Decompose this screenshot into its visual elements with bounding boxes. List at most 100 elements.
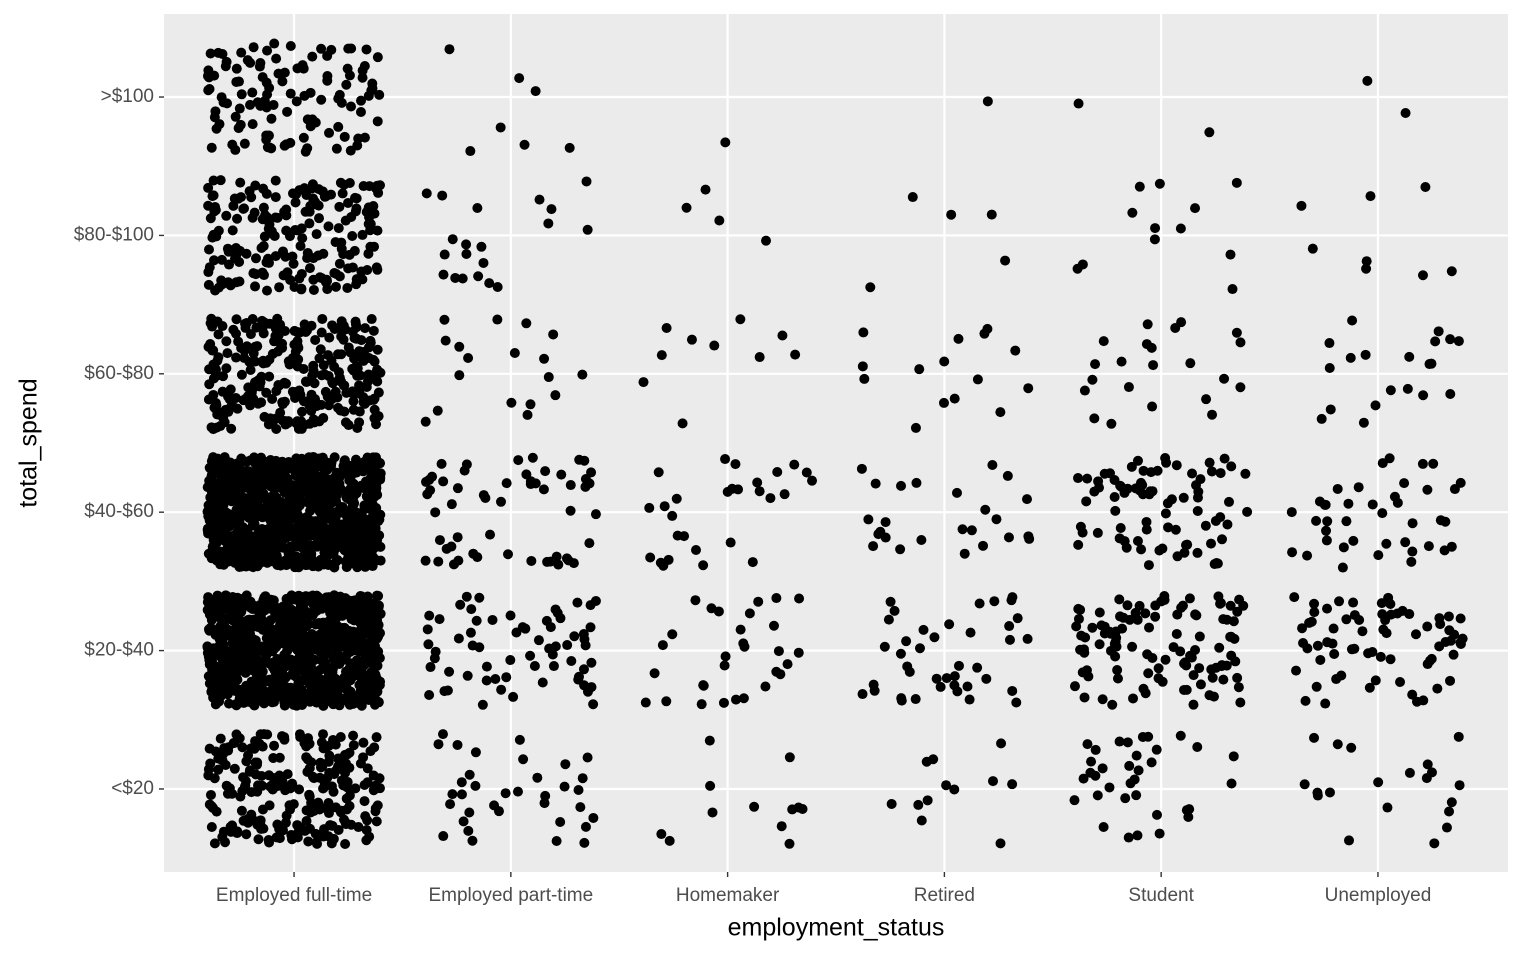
point <box>532 772 543 783</box>
point <box>220 759 231 770</box>
point <box>525 650 536 661</box>
point <box>208 389 219 400</box>
cell-points <box>644 454 818 571</box>
point <box>215 612 226 623</box>
point <box>222 243 233 254</box>
point <box>1407 546 1418 557</box>
point <box>282 473 293 484</box>
point <box>550 604 561 615</box>
point <box>526 555 537 566</box>
point <box>1122 483 1133 494</box>
point <box>343 197 354 208</box>
point <box>586 467 597 478</box>
point <box>343 513 354 524</box>
point <box>209 112 220 123</box>
point <box>540 466 551 477</box>
point <box>231 243 242 254</box>
point <box>242 814 253 825</box>
point <box>216 275 227 286</box>
point <box>1327 638 1338 649</box>
point <box>270 175 281 186</box>
point <box>422 624 433 635</box>
point <box>278 652 289 663</box>
point <box>271 424 282 435</box>
point <box>1455 613 1466 624</box>
point <box>720 651 731 662</box>
point <box>972 662 983 673</box>
point <box>317 313 328 324</box>
point <box>1320 499 1331 510</box>
point <box>301 816 312 827</box>
point <box>1090 359 1101 370</box>
point <box>1129 774 1140 785</box>
point <box>308 193 319 204</box>
point <box>356 335 367 346</box>
point <box>323 831 334 842</box>
point <box>239 622 250 633</box>
point <box>241 465 252 476</box>
point <box>1420 181 1431 192</box>
point <box>308 284 319 295</box>
point <box>337 641 348 652</box>
point <box>1375 651 1386 662</box>
point <box>335 177 346 188</box>
point <box>256 524 267 535</box>
cell-points <box>1316 315 1464 428</box>
point <box>347 486 358 497</box>
point <box>308 360 319 371</box>
point <box>1081 665 1092 676</box>
point <box>355 618 366 629</box>
point <box>329 472 340 483</box>
point <box>371 419 382 430</box>
point <box>352 697 363 708</box>
point <box>1385 654 1396 665</box>
point <box>322 284 333 295</box>
point <box>316 94 327 105</box>
point <box>1201 394 1212 405</box>
point <box>298 363 309 374</box>
cell-points <box>1362 75 1411 119</box>
point <box>368 517 379 528</box>
point <box>914 643 925 654</box>
point <box>263 603 274 614</box>
point <box>1446 797 1457 808</box>
point <box>952 686 963 697</box>
point <box>222 98 233 109</box>
point <box>226 423 237 434</box>
point <box>250 253 261 264</box>
point <box>262 534 273 545</box>
point <box>513 455 524 466</box>
point <box>974 598 985 609</box>
point <box>359 796 370 807</box>
point <box>514 734 525 745</box>
point <box>221 210 232 221</box>
point <box>503 549 514 560</box>
point <box>1341 516 1352 527</box>
point <box>340 324 351 335</box>
point <box>1122 600 1133 611</box>
point <box>1334 596 1345 607</box>
point <box>972 374 983 385</box>
point <box>438 476 449 487</box>
point <box>350 783 361 794</box>
point <box>268 595 279 606</box>
point <box>982 96 993 107</box>
cell-points <box>444 44 575 157</box>
point <box>323 371 334 382</box>
point <box>681 202 692 213</box>
point <box>245 628 256 639</box>
point <box>896 695 907 706</box>
point <box>1435 619 1446 630</box>
point <box>588 699 599 710</box>
point <box>753 596 764 607</box>
point <box>222 348 233 359</box>
point <box>691 544 702 555</box>
point <box>204 72 215 83</box>
point <box>347 230 358 241</box>
point <box>858 327 869 338</box>
point <box>368 394 379 405</box>
point <box>1132 830 1143 841</box>
point <box>335 731 346 742</box>
point <box>296 487 307 498</box>
point <box>1445 675 1456 686</box>
